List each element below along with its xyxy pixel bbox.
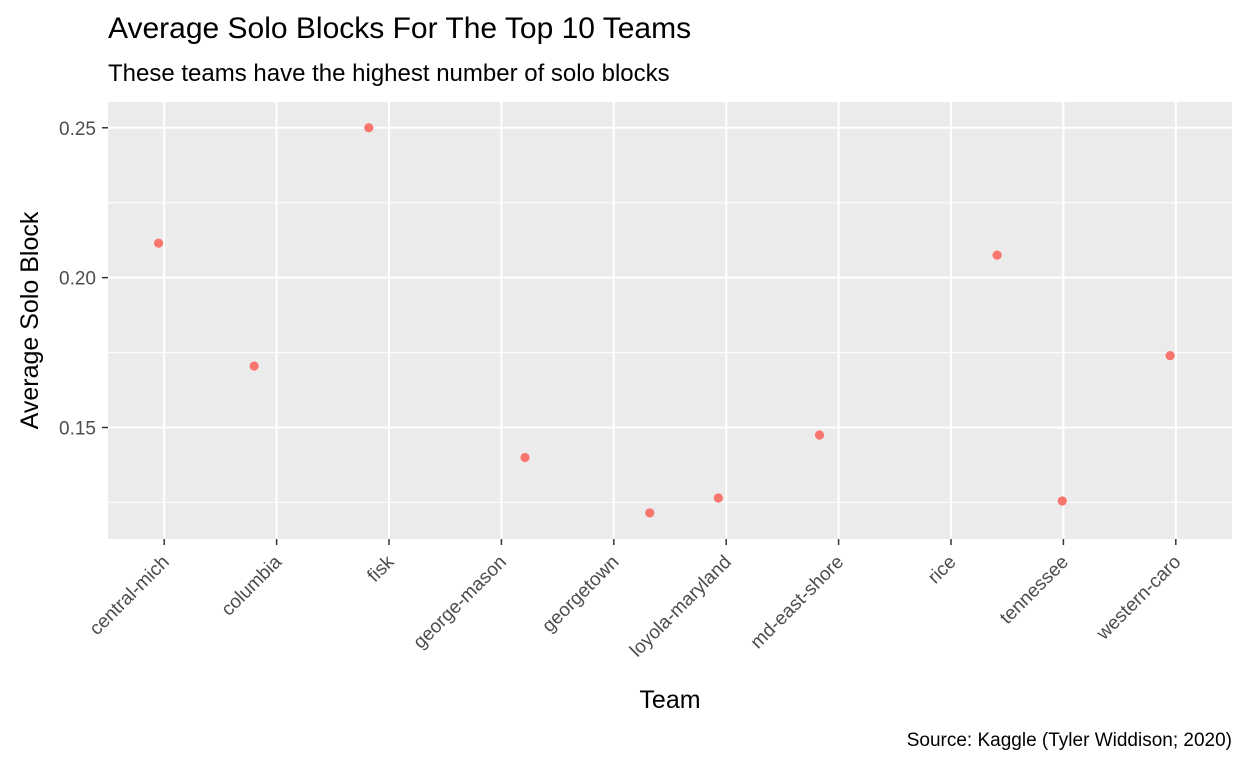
x-tick-label: western-caro (1092, 552, 1185, 645)
data-point (364, 123, 374, 133)
chart-subtitle: These teams have the highest number of s… (108, 60, 670, 87)
x-tick-label: loyola-maryland (626, 552, 736, 662)
data-point (992, 250, 1002, 260)
data-point (814, 430, 825, 440)
x-tick-label: central-mich (86, 552, 174, 640)
data-point (249, 361, 259, 371)
data-point (520, 452, 530, 463)
chart-title: Average Solo Blocks For The Top 10 Teams (108, 12, 692, 45)
chart-caption: Source: Kaggle (Tyler Widdison; 2020) (906, 730, 1232, 751)
x-tick-label: fisk (364, 551, 399, 586)
y-tick-label: 0.15 (59, 419, 96, 440)
data-point (713, 493, 723, 503)
plot-panel (108, 102, 1232, 539)
y-tick-label: 0.25 (59, 119, 96, 140)
x-tick-label: georgetown (538, 552, 623, 637)
x-tick-label: rice (924, 552, 961, 589)
x-tick-label: tennessee (996, 552, 1073, 629)
y-axis-title: Average Solo Block (16, 211, 44, 429)
data-point (153, 238, 164, 248)
data-point (1057, 496, 1067, 506)
x-tick-label: columbia (218, 551, 287, 620)
x-tick-label: md-east-shore (747, 552, 848, 653)
x-axis-title: Team (639, 686, 700, 714)
y-tick-label: 0.20 (59, 269, 96, 290)
data-point (645, 508, 655, 518)
data-point (1165, 350, 1175, 361)
x-tick-label: george-mason (409, 552, 510, 653)
